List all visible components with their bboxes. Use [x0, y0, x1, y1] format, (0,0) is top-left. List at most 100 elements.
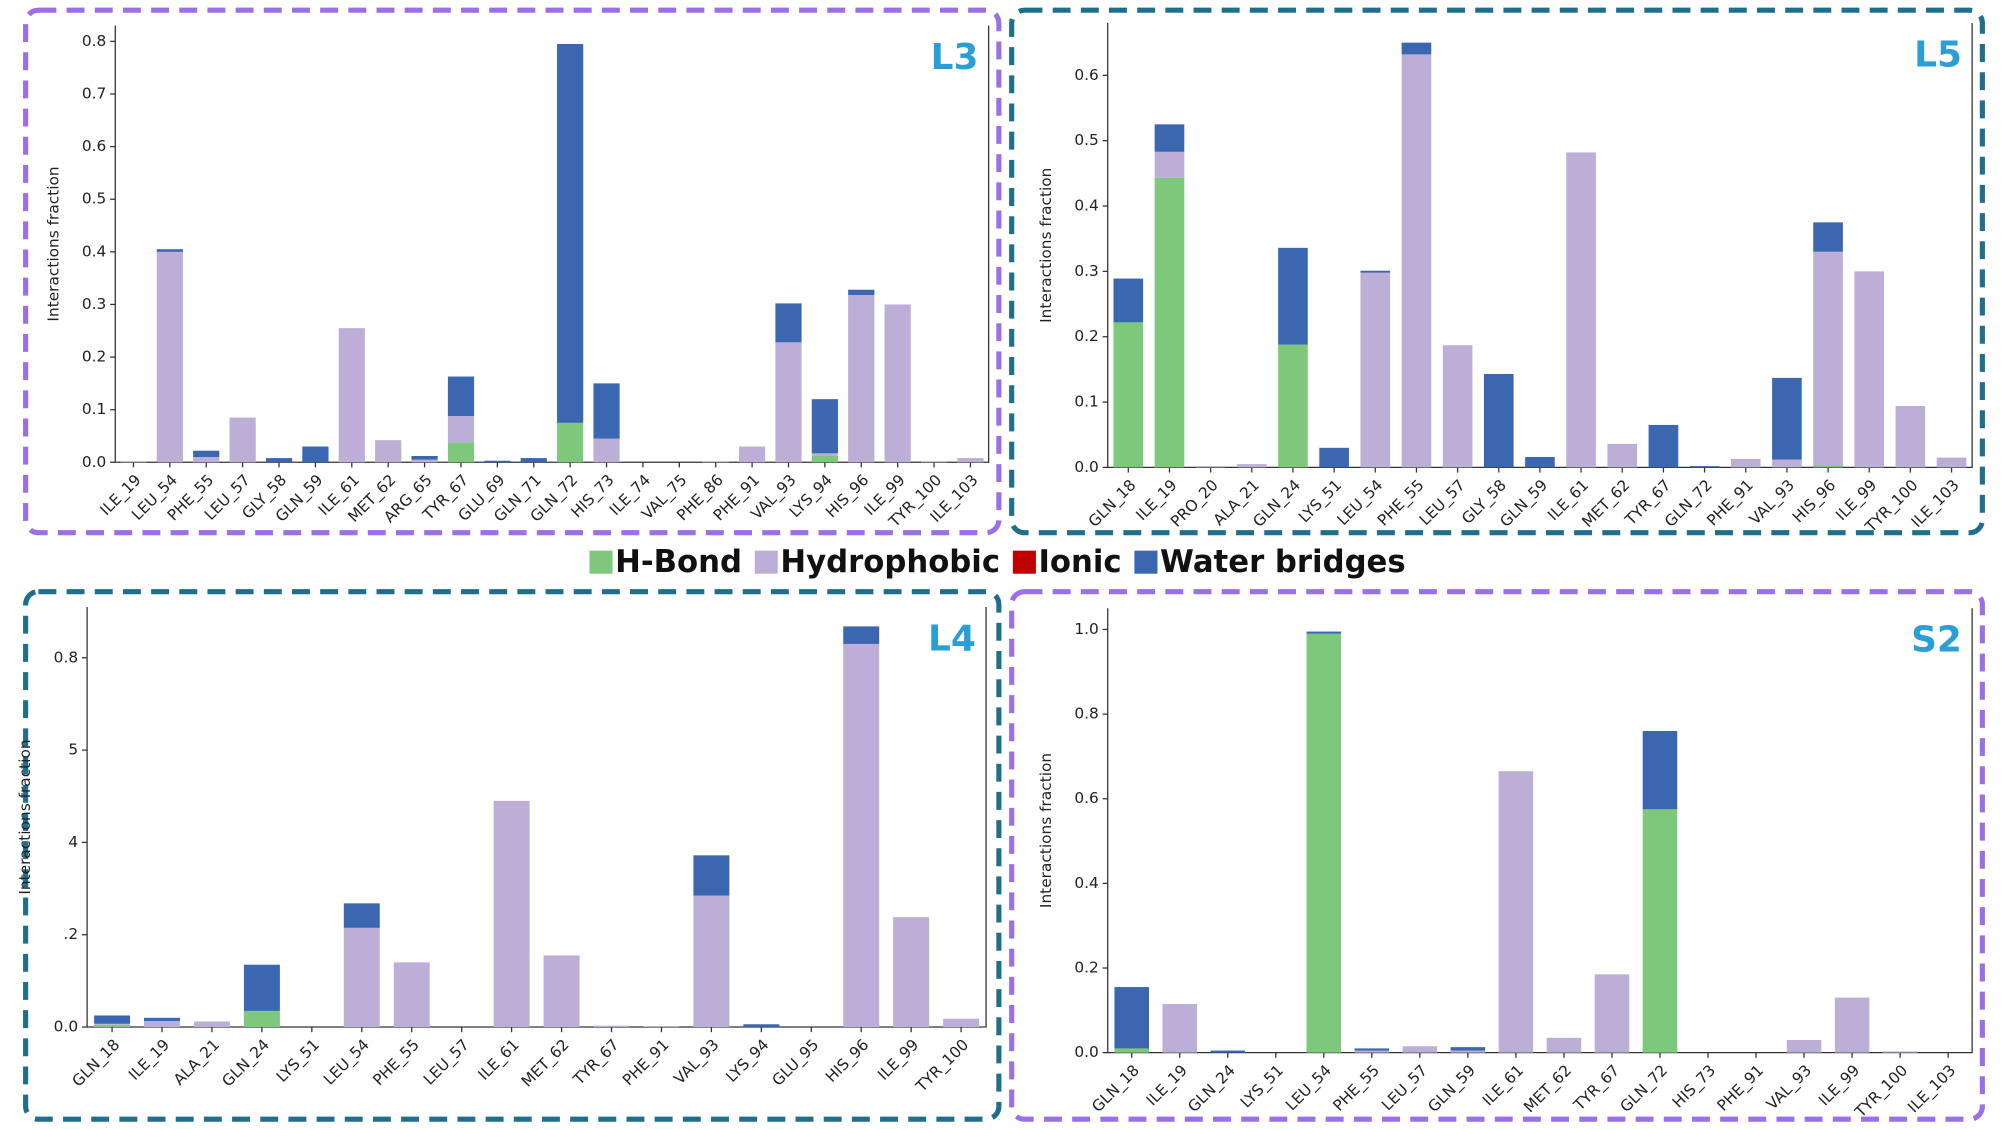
x-tick-label: VAL_93 — [670, 1036, 723, 1089]
bar-segment — [693, 855, 730, 896]
legend-swatch — [1012, 550, 1036, 574]
bar-segment — [1834, 997, 1870, 1053]
bar-segment — [1306, 633, 1342, 1053]
panel-frame — [1009, 7, 1985, 536]
bar-segment — [1786, 1039, 1822, 1053]
y-tick-label: 0.7 — [82, 85, 106, 103]
bar-segment — [1278, 344, 1308, 468]
y-tick-label: 0.2 — [1074, 959, 1098, 977]
bar-segment — [1813, 465, 1843, 468]
bar-segment — [848, 289, 875, 295]
bar-segment — [484, 460, 511, 463]
bar-segment — [843, 643, 880, 1028]
y-tick-label: 0.8 — [54, 648, 78, 666]
bar-segment — [1154, 151, 1185, 178]
x-tick-label: GLN_24 — [218, 1036, 273, 1091]
bar-segment — [243, 1010, 280, 1028]
bar-segment — [94, 1024, 131, 1028]
y-tick-label: 5 — [68, 741, 78, 759]
bar-segment — [1854, 271, 1885, 468]
x-tick-label: GLN_59 — [1424, 1061, 1479, 1116]
bar-segment — [1813, 251, 1843, 466]
bar-segment — [543, 955, 580, 1028]
x-tick-label: LYS_51 — [1237, 1061, 1288, 1112]
bar-segment — [343, 927, 380, 1028]
bar-segment — [593, 438, 620, 463]
y-tick-label: 0.6 — [82, 137, 106, 155]
bar-segment — [557, 422, 584, 463]
bar-segment — [811, 453, 838, 456]
x-tick-label: MET_62 — [518, 1036, 574, 1092]
x-tick-label: PHE_55 — [1329, 1061, 1383, 1115]
legend-text: Water bridges — [1160, 544, 1406, 580]
bar-segment — [1772, 377, 1802, 460]
x-tick-label: HIS_96 — [822, 1036, 873, 1087]
bar-segment — [1319, 447, 1349, 468]
bar-segment — [144, 1021, 180, 1028]
bar-segment — [1895, 405, 1926, 468]
y-tick-label: 0.6 — [1074, 789, 1098, 807]
bar-segment — [1236, 464, 1267, 468]
bar-segment — [593, 1025, 630, 1028]
bar-segment — [1354, 1048, 1390, 1051]
bar-segment — [447, 415, 475, 443]
y-axis-label: Interactions fraction — [16, 739, 34, 894]
bar-segment — [811, 399, 838, 454]
y-tick-label: 0.2 — [82, 348, 106, 366]
bar-segment — [265, 458, 293, 463]
bar-segment — [1483, 373, 1514, 468]
legend-text: Hydrophobic — [780, 544, 1000, 580]
bar-segment — [1154, 124, 1185, 152]
bar-segment — [557, 44, 584, 423]
legend-text: Ionic — [1038, 544, 1121, 580]
y-axis-label: Interactions fraction — [1037, 168, 1055, 323]
bar-segment — [1154, 177, 1185, 468]
bar-segment — [643, 1026, 680, 1028]
bar-segment — [1354, 1050, 1390, 1053]
bar-segment — [447, 442, 475, 463]
x-tick-label: PHE_91 — [619, 1036, 673, 1090]
bar-segment — [520, 458, 547, 463]
bar-segment — [338, 328, 365, 463]
x-tick-label: VAL_93 — [1763, 1061, 1816, 1114]
x-tick-label: PHE_55 — [369, 1036, 423, 1090]
bar-segment — [593, 383, 620, 439]
y-tick-label: 0.8 — [1074, 705, 1098, 723]
bar-segment — [1360, 272, 1391, 468]
bar-segment — [1566, 152, 1596, 468]
bar-segment — [343, 903, 380, 928]
bar-segment — [156, 251, 183, 463]
legend-swatch — [1134, 550, 1158, 574]
bar-segment — [1195, 466, 1226, 468]
x-tick-label: GLN_72 — [1617, 1061, 1672, 1116]
bar-segment — [1689, 466, 1720, 468]
y-tick-label: 0.1 — [1074, 393, 1098, 411]
bar-segment — [1162, 1003, 1198, 1053]
bar-segment — [1113, 322, 1144, 468]
bar-segment — [775, 342, 802, 463]
bar-segment — [229, 417, 256, 463]
bar-segment — [94, 1023, 131, 1025]
bar-segment — [1813, 222, 1843, 252]
x-tick-label: TYR_67 — [1570, 1061, 1624, 1115]
panel-frame — [1009, 589, 1985, 1122]
bar-segment — [1882, 1051, 1918, 1053]
bar-segment — [1498, 771, 1534, 1053]
x-tick-label: PHE_91 — [1703, 476, 1757, 530]
bar-segment — [193, 450, 220, 458]
bar-segment — [1114, 987, 1150, 1049]
bar-segment — [693, 895, 730, 1028]
bar-segment — [1360, 270, 1391, 273]
x-tick-label: LYS_94 — [722, 1036, 773, 1087]
x-tick-label: GLN_18 — [1088, 1061, 1143, 1116]
x-tick-label: TYR_67 — [569, 1036, 623, 1090]
y-tick-label: 0.5 — [82, 190, 106, 208]
bar-segment — [411, 459, 438, 463]
bar-segment — [1607, 443, 1638, 468]
bar-segment — [957, 458, 984, 463]
x-tick-label: GLN_18 — [1085, 476, 1140, 531]
panel-label: L4 — [928, 618, 976, 659]
bar-segment — [302, 446, 329, 463]
bar-segment — [811, 455, 838, 463]
legend: H-Bond Hydrophobic Ionic Water bridges — [589, 544, 1406, 580]
